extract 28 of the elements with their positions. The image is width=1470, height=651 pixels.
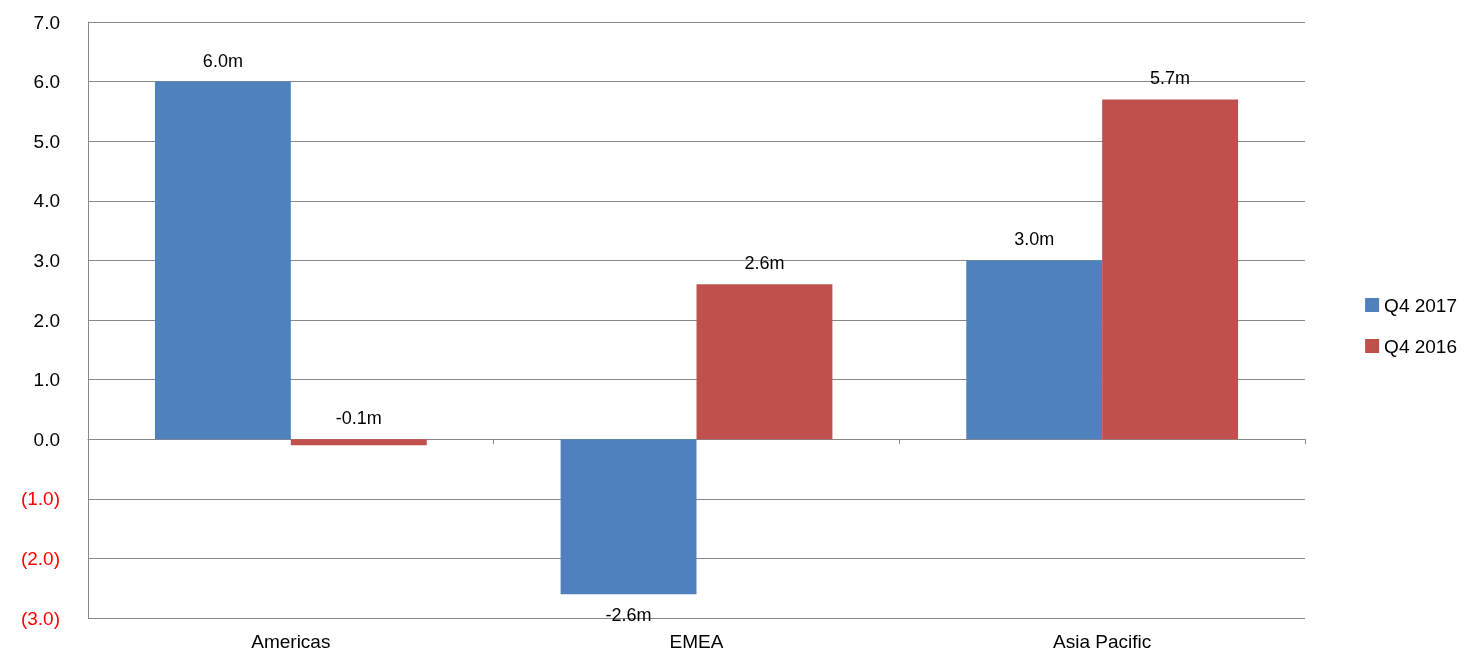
bar: [560, 439, 697, 595]
y-tick-label: 7.0: [33, 11, 60, 33]
y-tick-label: 1.0: [33, 369, 60, 391]
bar: [966, 260, 1103, 440]
bar: [1102, 99, 1239, 440]
bar: [290, 439, 427, 446]
y-tick-label: 2.0: [33, 309, 60, 331]
y-tick-label: 0.0: [33, 428, 60, 450]
data-label: -0.1m: [335, 408, 382, 429]
y-tick-label: 4.0: [33, 190, 60, 212]
y-tick-label: (2.0): [20, 547, 60, 569]
data-label: 5.7m: [1150, 68, 1191, 89]
data-label: -2.6m: [605, 605, 652, 626]
x-tick-label: Americas: [251, 631, 331, 651]
data-label: 3.0m: [1014, 229, 1055, 250]
x-tick-label: Asia Pacific: [1053, 631, 1152, 651]
data-label: 6.0m: [202, 50, 243, 71]
x-tick-label: EMEA: [669, 631, 724, 651]
y-tick-label: 6.0: [33, 71, 60, 93]
legend-label: Q4 2017: [1384, 294, 1458, 316]
bar: [154, 81, 291, 440]
y-tick-label: (1.0): [20, 488, 60, 510]
y-tick-label: (3.0): [20, 607, 60, 629]
data-label: 2.6m: [744, 253, 785, 274]
y-tick-label: 3.0: [33, 249, 60, 271]
y-tick-label: 5.0: [33, 130, 60, 152]
legend-label: Q4 2016: [1384, 335, 1458, 357]
bar: [696, 284, 833, 440]
